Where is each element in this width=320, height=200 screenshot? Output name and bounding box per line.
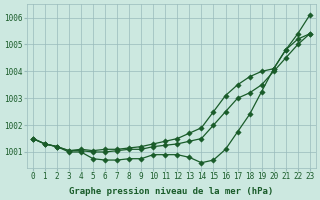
X-axis label: Graphe pression niveau de la mer (hPa): Graphe pression niveau de la mer (hPa) [69,187,274,196]
